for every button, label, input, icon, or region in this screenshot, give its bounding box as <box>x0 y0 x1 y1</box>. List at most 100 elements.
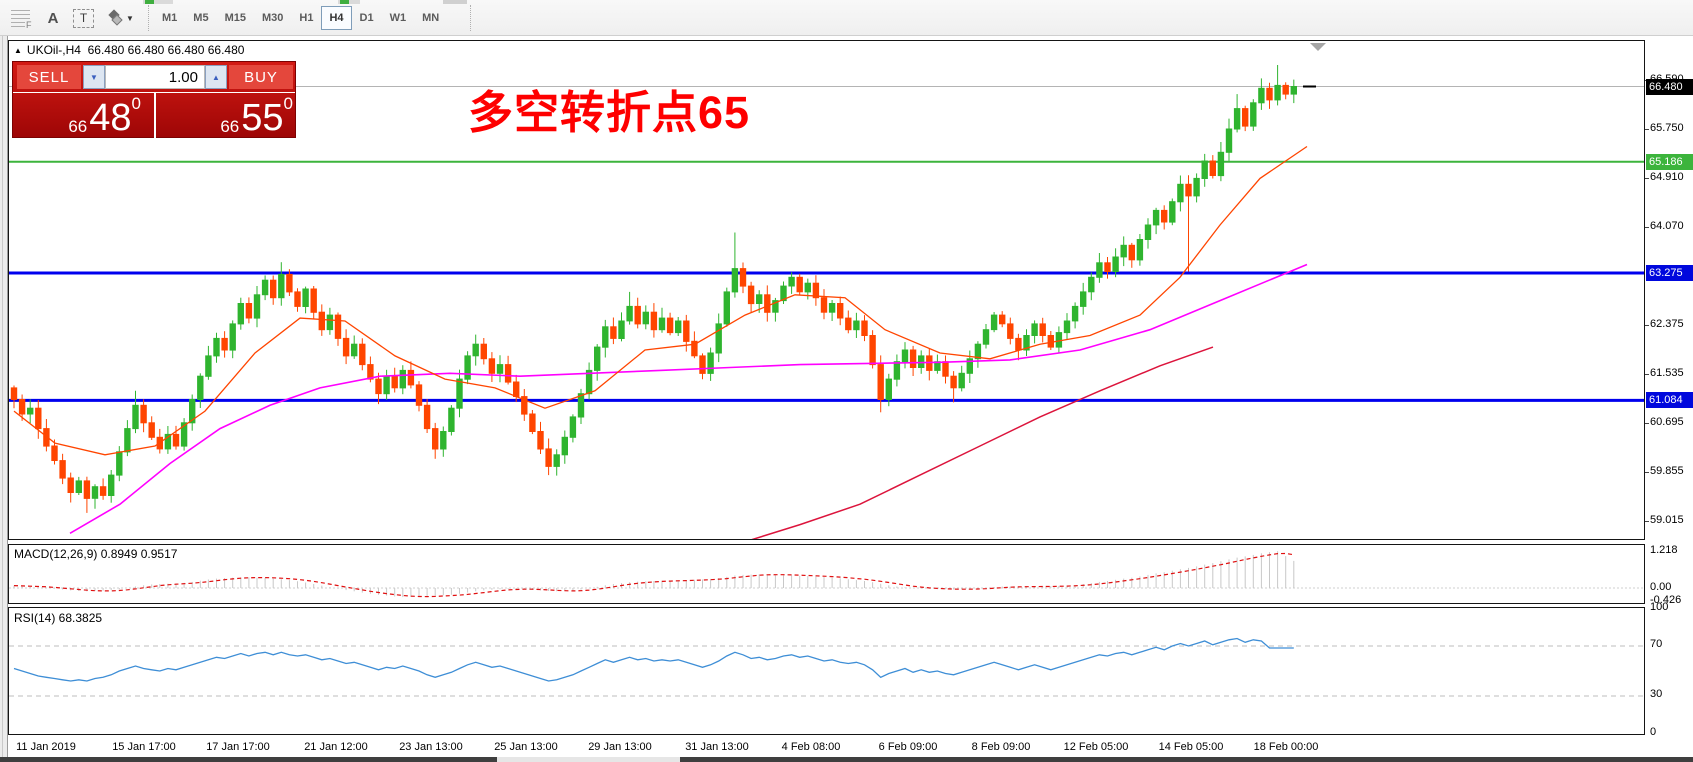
arrange-tool-icon[interactable]: ▼ <box>102 7 142 29</box>
text-box-tool-icon[interactable]: T <box>72 7 95 29</box>
macd-canvas[interactable] <box>9 545 1644 603</box>
sell-button[interactable]: SELL <box>17 65 81 89</box>
time-axis-label: 11 Jan 2019 <box>16 741 76 753</box>
price-tick-mark <box>1645 178 1649 179</box>
timeframe-button-H4[interactable]: H4 <box>321 6 352 30</box>
timeframe-row: M1 M5 M15 M30 H1 H4 D1 W1 MN <box>154 6 447 30</box>
price-tick-mark <box>1645 227 1649 228</box>
toolbar-remnant <box>340 0 349 4</box>
timeframe-button-H1[interactable]: H1 <box>291 6 321 30</box>
sell-price-pips: 48 <box>89 97 132 139</box>
price-tick-mark <box>1645 521 1649 522</box>
time-axis-label: 25 Jan 13:00 <box>494 741 558 753</box>
price-axis-label: 60.695 <box>1650 416 1684 428</box>
text-label-tool-icon[interactable]: A <box>42 7 64 29</box>
horizontal-scrollbar-gap[interactable] <box>497 757 680 762</box>
buy-price[interactable]: 66 55 0 <box>163 93 293 139</box>
grid-template-icon[interactable]: F <box>8 7 32 30</box>
rsi-line <box>13 637 1294 682</box>
buy-button[interactable]: BUY <box>229 65 293 89</box>
timeframe-button-W1[interactable]: W1 <box>382 6 415 30</box>
time-axis-label: 29 Jan 13:00 <box>588 741 652 753</box>
sell-price[interactable]: 66 48 0 <box>13 93 141 139</box>
window-left-frame <box>0 36 8 762</box>
symbol-name: UKOil-,H4 <box>26 43 81 57</box>
timeframe-button-M5[interactable]: M5 <box>185 6 216 30</box>
grid-icon: F <box>10 9 32 30</box>
toolbar-separator <box>148 5 151 31</box>
ma-fast-line <box>13 145 1308 456</box>
time-axis-label: 15 Jan 17:00 <box>112 741 176 753</box>
volume-decrease-button[interactable]: ▼ <box>83 65 105 89</box>
level-price-label: 61.084 <box>1646 392 1693 408</box>
buy-price-point: 0 <box>283 94 293 113</box>
rsi-canvas[interactable] <box>9 608 1644 734</box>
horizontal-scrollbar[interactable] <box>680 757 1693 762</box>
rsi-axis-label: 70 <box>1650 638 1663 650</box>
toolbar-remnant <box>338 0 360 4</box>
price-axis-label: 64.070 <box>1650 220 1684 232</box>
rsi-axis-label: 0 <box>1650 726 1657 738</box>
toolbar: F A T ▼ M1 M5 M15 M30 H1 H4 D1 W1 MN <box>0 0 1693 36</box>
letter-a-icon: A <box>47 9 59 27</box>
rsi-label: RSI(14) 68.3825 <box>14 611 103 625</box>
price-tick-mark <box>1645 472 1649 473</box>
chevron-down-icon: ▼ <box>126 13 134 23</box>
price-axis-label: 61.535 <box>1650 367 1684 379</box>
price-tick-mark <box>1645 325 1649 326</box>
time-axis-label: 8 Feb 09:00 <box>971 741 1031 753</box>
panel-divider <box>154 92 156 139</box>
sell-price-whole: 66 <box>68 117 88 136</box>
time-axis-label: 31 Jan 13:00 <box>685 741 749 753</box>
level-price-label: 65.186 <box>1646 154 1693 170</box>
volume-input[interactable] <box>105 65 205 89</box>
main-chart-border <box>8 40 1645 540</box>
macd-axis-label: -0.426 <box>1650 594 1682 606</box>
letter-t-icon: T <box>73 8 94 28</box>
timeframe-button-D1[interactable]: D1 <box>352 6 382 30</box>
main-chart-canvas[interactable] <box>9 41 1644 539</box>
macd-axis-label: 0.00 <box>1650 581 1672 593</box>
toolbar-remnant <box>145 0 154 4</box>
grid-f-label: F <box>25 19 32 30</box>
rsi-panel-border <box>8 607 1645 735</box>
chart-title: ▲ UKOil-,H4 66.480 66.480 66.480 66.480 <box>14 43 244 57</box>
time-axis-label: 17 Jan 17:00 <box>206 741 270 753</box>
time-axis-label: 23 Jan 13:00 <box>399 741 463 753</box>
rsi-axis-label: 30 <box>1650 688 1663 700</box>
volume-increase-button[interactable]: ▲ <box>205 65 227 89</box>
chart-annotation-text: 多空转折点65 <box>468 87 751 138</box>
scroll-to-end-marker[interactable] <box>1310 43 1326 51</box>
timeframe-button-M1[interactable]: M1 <box>154 6 185 30</box>
price-axis-label: 62.375 <box>1650 318 1684 330</box>
toolbar-remnant <box>443 0 467 4</box>
time-axis-label: 12 Feb 05:00 <box>1063 741 1129 753</box>
time-axis-label: 21 Jan 12:00 <box>304 741 368 753</box>
macd-signal-line <box>13 552 1294 598</box>
buy-price-whole: 66 <box>220 117 240 136</box>
time-axis-label: 6 Feb 09:00 <box>878 741 938 753</box>
price-tick-mark <box>1645 374 1649 375</box>
toolbar-separator <box>470 5 473 31</box>
timeframe-button-M15[interactable]: M15 <box>217 6 254 30</box>
price-axis-label: 64.910 <box>1650 171 1684 183</box>
ma-mid-line <box>69 263 1308 534</box>
price-axis-label: 59.015 <box>1650 514 1684 526</box>
time-axis-label: 14 Feb 05:00 <box>1158 741 1224 753</box>
price-axis-label: 59.855 <box>1650 465 1684 477</box>
time-axis-label: 18 Feb 00:00 <box>1253 741 1319 753</box>
macd-histogram <box>13 551 1295 598</box>
buy-price-pips: 55 <box>241 97 284 139</box>
toolbar-remnant <box>143 0 173 4</box>
rsi-axis-label: 100 <box>1650 601 1669 613</box>
timeframe-button-M30[interactable]: M30 <box>254 6 291 30</box>
price-tick-mark <box>1645 129 1649 130</box>
price-axis-label: 65.750 <box>1650 122 1684 134</box>
macd-label: MACD(12,26,9) 0.8949 0.9517 <box>14 547 178 561</box>
horizontal-scrollbar[interactable] <box>0 757 497 762</box>
ma-slow-line <box>751 346 1214 539</box>
one-click-trade-panel: SELL ▼ ▲ BUY 66 48 0 66 55 0 <box>12 61 296 139</box>
timeframe-button-MN[interactable]: MN <box>414 6 447 30</box>
sell-price-point: 0 <box>131 94 141 113</box>
